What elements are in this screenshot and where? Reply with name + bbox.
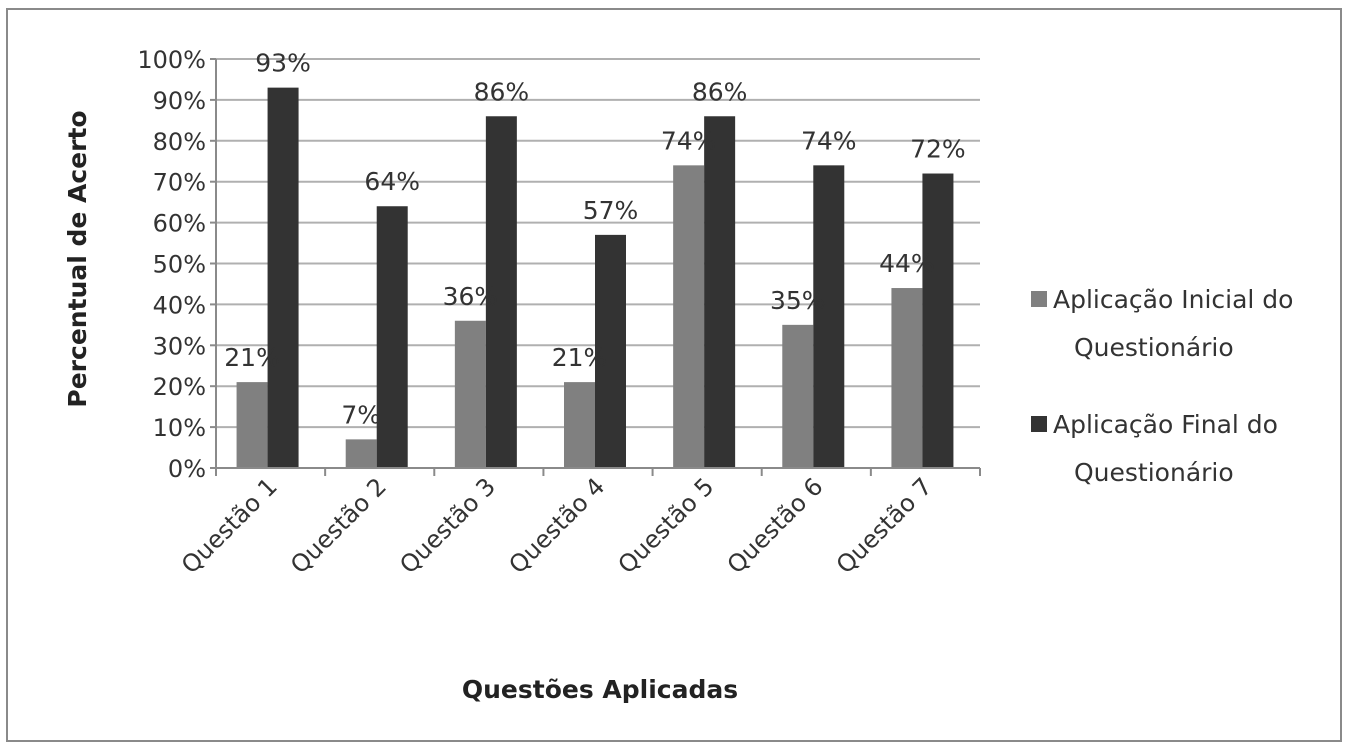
data-label-initial: 36% <box>443 282 499 311</box>
data-label-initial: 44% <box>879 249 935 278</box>
legend-label-final-line1: Aplicação Final do <box>1053 410 1278 439</box>
y-tick-label: 10% <box>153 414 206 442</box>
x-axis-ticks: Questão 1 Questão 2 Questão 3 Questão 4 Ques… <box>176 468 981 579</box>
y-tick-label: 0% <box>168 455 206 483</box>
legend-label-final-line2: Questionário <box>1074 458 1234 487</box>
x-tick-label: Questão 4 <box>503 472 610 579</box>
bar-initial <box>782 324 814 468</box>
bar-final <box>376 206 408 469</box>
bar-chart: 0% 10% 20% 30% 40% 50% 60% 70% 80% 90% 100% 21% 93%… <box>63 46 1293 704</box>
bar-final <box>267 87 299 468</box>
x-tick-label: Questão 7 <box>831 472 938 579</box>
y-tick-label: 30% <box>153 332 206 360</box>
bar-final <box>485 116 517 468</box>
y-tick-label: 80% <box>153 128 206 156</box>
x-tick-label: Questão 1 <box>176 472 283 579</box>
y-tick-label: 100% <box>137 46 206 74</box>
y-tick-label: 60% <box>153 210 206 238</box>
data-label-initial: 21% <box>224 343 280 372</box>
x-tick-label: Questão 3 <box>394 472 501 579</box>
y-axis-ticks: 0% 10% 20% 30% 40% 50% 60% 70% 80% 90% 100% <box>137 46 216 483</box>
bar-initial <box>236 382 268 468</box>
x-axis-title: Questões Aplicadas <box>462 675 738 704</box>
data-label-initial: 74% <box>661 126 717 155</box>
legend-label-initial-line2: Questionário <box>1074 333 1234 362</box>
data-label-final: 86% <box>474 77 530 106</box>
legend-label-initial-line1: Aplicação Inicial do <box>1053 285 1293 314</box>
data-label-initial: 7% <box>341 400 381 429</box>
bar-final <box>813 165 845 468</box>
y-tick-label: 40% <box>153 291 206 319</box>
legend: Aplicação Inicial do Questionário Aplica… <box>1031 285 1293 487</box>
y-tick-label: 90% <box>153 87 206 115</box>
bar-initial <box>891 288 923 468</box>
x-tick-label: Questão 6 <box>722 472 829 579</box>
data-label-final: 64% <box>364 167 420 196</box>
y-axis-title: Percentual de Acerto <box>63 110 92 407</box>
legend-swatch-final <box>1031 416 1047 432</box>
bar-initial <box>564 382 595 468</box>
y-tick-label: 50% <box>153 251 206 279</box>
x-tick-label: Questão 5 <box>613 472 720 579</box>
bar-final <box>595 234 626 468</box>
bars <box>236 87 954 469</box>
bar-initial <box>345 439 377 468</box>
legend-swatch-initial <box>1031 291 1047 307</box>
y-tick-label: 70% <box>153 169 206 197</box>
data-label-initial: 35% <box>770 286 826 315</box>
data-labels: 21% 93% 7% 64% 36% 86% 21% 57% 74% 86% 35% 74% 44% 72… <box>224 49 965 430</box>
data-label-final: 72% <box>910 135 966 164</box>
bar-final <box>704 116 736 468</box>
x-tick-label: Questão 2 <box>285 472 392 579</box>
data-label-final: 74% <box>801 126 857 155</box>
bar-initial <box>454 320 486 468</box>
data-label-final: 86% <box>692 77 748 106</box>
data-label-final: 93% <box>255 49 311 78</box>
data-label-initial: 21% <box>552 343 608 372</box>
y-tick-label: 20% <box>153 373 206 401</box>
axes <box>215 59 980 469</box>
data-label-final: 57% <box>583 196 639 225</box>
chart-frame: 0% 10% 20% 30% 40% 50% 60% 70% 80% 90% 100% 21% 93%… <box>6 8 1342 742</box>
bar-initial <box>673 165 705 468</box>
bar-final <box>922 173 954 468</box>
